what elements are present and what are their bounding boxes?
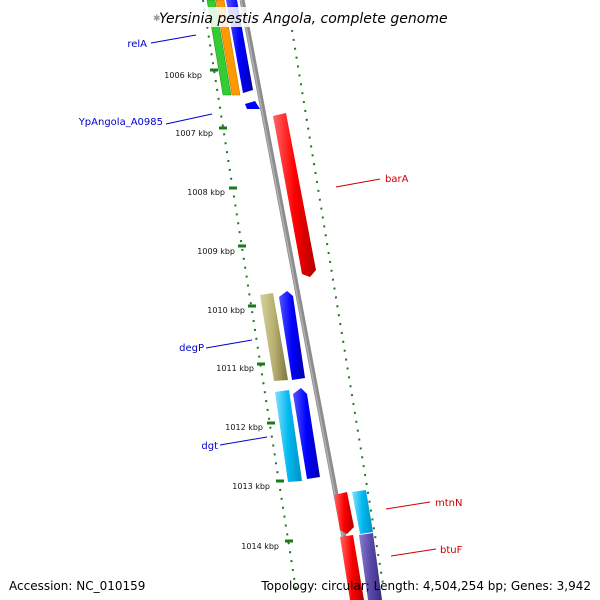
tick-label-1006: 1006 kbp xyxy=(164,71,202,80)
gene-feature-small-blue-arrow xyxy=(245,101,260,109)
tick-label-1011: 1011 kbp xyxy=(216,364,254,373)
gene-label-btuF[interactable]: btuF xyxy=(440,545,463,556)
gene-feature-btuF-red xyxy=(340,535,364,600)
gene-feature-khaki xyxy=(260,293,288,381)
inner-dotted-track xyxy=(202,0,297,591)
leader-lines xyxy=(150,34,437,557)
gene-label-dgt[interactable]: dgt xyxy=(201,441,218,452)
gene-feature-blue-dgt xyxy=(293,388,320,479)
topology-text: Topology: circular; Length: 4,504,254 bp… xyxy=(261,579,591,593)
gene-feature-mtnN-cyan xyxy=(352,490,373,534)
tick-label-1007: 1007 kbp xyxy=(175,129,213,138)
tick-marks xyxy=(210,68,293,543)
tick-label-1009: 1009 kbp xyxy=(197,247,235,256)
gene-feature-cyan-dgt xyxy=(275,390,302,482)
gene-label-degP[interactable]: degP xyxy=(179,343,204,354)
accession-text: Accession: NC_010159 xyxy=(9,579,146,593)
title-backdrop xyxy=(157,7,445,27)
gene-feature-barA xyxy=(273,113,316,277)
gene-feature-blue-degP xyxy=(279,291,305,380)
tick-label-1010: 1010 kbp xyxy=(207,306,245,315)
title-mark: ✱ xyxy=(153,14,161,24)
page-title: Yersinia pestis Angola, complete genome xyxy=(159,11,448,27)
gene-label-barA[interactable]: barA xyxy=(385,174,409,185)
tick-label-1008: 1008 kbp xyxy=(187,188,225,197)
gene-label-YpAngola_A0985[interactable]: YpAngola_A0985 xyxy=(78,117,163,128)
gene-feature-btuF-purple xyxy=(359,533,382,600)
tick-label-1013: 1013 kbp xyxy=(232,482,270,491)
tick-label-1012: 1012 kbp xyxy=(225,423,263,432)
gene-label-relA[interactable]: relA xyxy=(127,39,147,50)
tick-label-1014: 1014 kbp xyxy=(241,542,279,551)
gene-label-mtnN[interactable]: mtnN xyxy=(435,498,462,509)
gene-feature-mtnN-red xyxy=(334,492,354,534)
